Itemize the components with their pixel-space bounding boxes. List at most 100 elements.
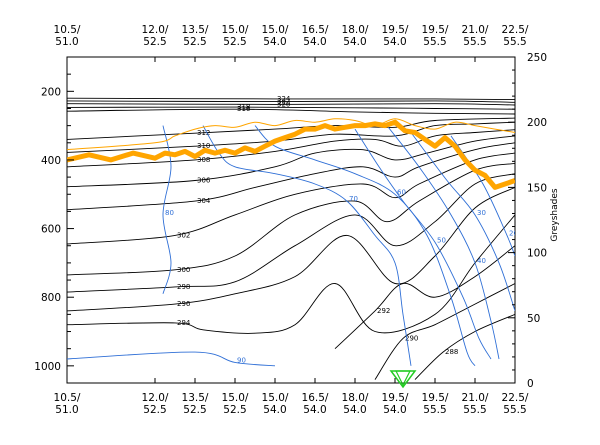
isentrope-label: 296: [177, 300, 191, 308]
x-tick-label: 19.5/: [422, 24, 449, 36]
x-tick-label: 54.0: [343, 36, 366, 48]
x-tick-label: 15.0/: [262, 24, 289, 36]
isentrope-line: [67, 108, 515, 115]
x-tick-label: 12.0/: [142, 392, 169, 404]
humidity-line: [254, 125, 476, 367]
isentrope-label: 322: [277, 98, 290, 106]
isentrope-label: 312: [197, 129, 210, 137]
x-tick-label: 18.0/: [342, 24, 369, 36]
x-tick-label: 13.5/: [182, 24, 209, 36]
isentrope-label: 290: [405, 334, 418, 342]
isentrope-label: 300: [177, 266, 190, 274]
isentrope-line: [67, 142, 515, 211]
isentrope-label: 288: [445, 348, 458, 356]
x-tick-label: 52.5: [223, 404, 246, 416]
plot-area: [66, 56, 516, 384]
isentrope-label: 292: [377, 307, 390, 315]
isentrope-line: [67, 186, 515, 312]
isentrope-label: 306: [197, 177, 211, 185]
humidity-label: 40: [477, 257, 486, 265]
y-right-tick-label: 100: [527, 248, 547, 260]
isentrope-label: 308: [197, 156, 210, 164]
x-tick-label: 54.0: [263, 36, 286, 48]
humidity-line: [67, 351, 276, 367]
x-tick-label: 55.5: [503, 404, 526, 416]
humidity-line: [354, 128, 492, 360]
x-tick-label: 12.0/: [142, 24, 169, 36]
y-right-tick-label: 250: [527, 52, 547, 64]
marker: [389, 370, 417, 389]
isentrope-label: 316: [237, 105, 251, 113]
x-tick-label: 21.0/: [462, 392, 489, 404]
isentrope-line: [67, 162, 515, 276]
x-tick-label: 19.5/: [382, 392, 409, 404]
x-tick-label: 54.0: [343, 404, 366, 416]
isentrope-label: 302: [177, 231, 190, 239]
x-tick-label: 13.5/: [182, 392, 209, 404]
x-tick-label: 52.5: [183, 36, 206, 48]
isentrope-line: [67, 129, 515, 168]
y-left-tick-label: 400: [41, 155, 61, 167]
y-left-tick-label: 600: [41, 224, 61, 236]
x-tick-label: 10.5/: [54, 392, 81, 404]
x-tick-label: 19.5/: [382, 24, 409, 36]
isentrope-label: 304: [197, 197, 211, 205]
isentrope-line: [67, 97, 515, 101]
x-tick-label: 54.0: [303, 404, 326, 416]
isentrope-line: [67, 106, 515, 110]
x-tick-label: 21.0/: [462, 24, 489, 36]
humidity-label: 50: [437, 236, 446, 244]
x-tick-label: 54.0: [303, 36, 326, 48]
x-tick-label: 19.5/: [422, 392, 449, 404]
x-tick-label: 52.5: [143, 404, 166, 416]
y-left-tick-label: 800: [41, 292, 61, 304]
y-right-tick-label: 0: [527, 378, 534, 390]
x-tick-label: 55.5: [463, 404, 486, 416]
isentrope-label: 320: [277, 100, 290, 108]
x-tick-label: 52.5: [143, 36, 166, 48]
x-tick-label: 55.5: [423, 404, 446, 416]
humidity-label: 80: [165, 209, 174, 217]
x-tick-label: 15.0/: [222, 24, 249, 36]
x-tick-label: 55.5: [423, 36, 446, 48]
x-tick-label: 55.5: [463, 36, 486, 48]
x-tick-label: 54.0: [383, 404, 406, 416]
humidity-label: 30: [477, 209, 486, 217]
x-tick-label: 15.0/: [262, 392, 289, 404]
isentrope-line: [67, 152, 515, 245]
marker-triangle: [395, 370, 411, 387]
isentrope-line: [67, 214, 515, 334]
isentrope-label: 294: [177, 319, 191, 327]
humidity-line: [410, 132, 515, 312]
x-tick-label: 51.0: [55, 404, 78, 416]
tropopause-line: [67, 119, 515, 190]
isentrope-line: [374, 283, 515, 380]
x-tick-label: 52.5: [223, 36, 246, 48]
y-right-tick-label: 50: [527, 313, 540, 325]
x-tick-label: 51.0: [55, 36, 78, 48]
x-tick-label: 54.0: [263, 404, 286, 416]
x-tick-label: 10.5/: [54, 24, 81, 36]
isentrope-line: [414, 313, 515, 380]
axes: 10.5/51.010.5/51.012.0/52.512.0/52.513.5…: [34, 24, 547, 416]
tropopause-lines: [67, 118, 515, 190]
x-tick-label: 22.5/: [502, 24, 529, 36]
humidity-label: 70: [349, 195, 358, 203]
humidity-line: [386, 125, 500, 360]
y-right-tick-label: 200: [527, 117, 547, 129]
x-tick-label: 18.0/: [342, 392, 369, 404]
y-right-tick-label: 150: [527, 182, 547, 194]
x-tick-label: 16.5/: [302, 24, 329, 36]
isentrope-label: 298: [177, 283, 190, 291]
humidity-label: 90: [237, 356, 246, 364]
isentrope-label: 310: [197, 142, 210, 150]
x-tick-label: 15.0/: [222, 392, 249, 404]
y-right-axis-label: Greyshades: [550, 188, 560, 241]
x-tick-label: 22.5/: [502, 392, 529, 404]
thin-orange-line: [67, 118, 515, 151]
isentrope-line: [67, 100, 515, 103]
humidity-line: [202, 125, 412, 366]
x-tick-label: 55.5: [503, 36, 526, 48]
